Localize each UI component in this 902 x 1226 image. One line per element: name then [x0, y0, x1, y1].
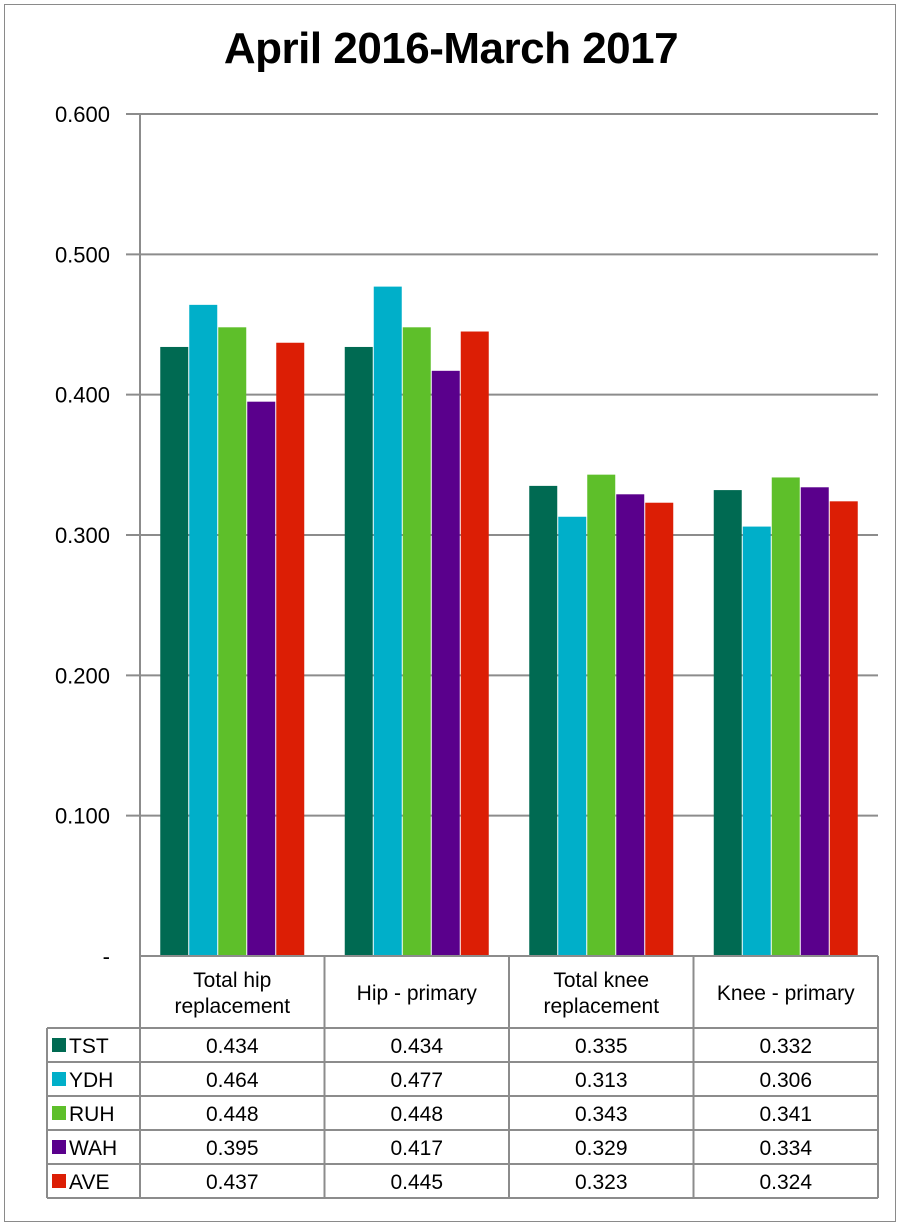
- data-table-value: 0.343: [575, 1103, 628, 1126]
- y-tick-label: 0.400: [55, 383, 110, 408]
- legend-key-wah: [52, 1140, 66, 1154]
- category-label: replacement: [174, 995, 290, 1018]
- y-tick-label: -: [103, 944, 110, 969]
- bar-wah: [431, 370, 460, 956]
- y-tick-label: 0.200: [55, 663, 110, 688]
- legend-label: RUH: [69, 1103, 115, 1126]
- data-table-value: 0.395: [206, 1137, 259, 1160]
- y-tick-label: 0.100: [55, 804, 110, 829]
- legend-label: YDH: [69, 1069, 113, 1092]
- data-table-value: 0.448: [206, 1103, 259, 1126]
- bar-wah: [247, 401, 276, 956]
- legend-label: AVE: [69, 1171, 109, 1194]
- data-table-value: 0.448: [390, 1103, 443, 1126]
- legend-key-tst: [52, 1038, 66, 1052]
- category-label: Hip - primary: [357, 982, 478, 1005]
- bar-ruh: [402, 327, 431, 957]
- y-tick-label: 0.300: [55, 523, 110, 548]
- category-label: Total hip: [193, 969, 271, 992]
- y-tick-label: 0.500: [55, 242, 110, 267]
- bar-ave: [460, 331, 489, 956]
- bar-tst: [160, 346, 189, 956]
- chart-title: April 2016-March 2017: [223, 24, 679, 73]
- data-table-value: 0.334: [759, 1137, 812, 1160]
- data-table-value: 0.313: [575, 1069, 628, 1092]
- bar-ydh: [189, 304, 218, 956]
- bar-ave: [829, 501, 858, 956]
- category-label: Total knee: [553, 969, 649, 992]
- category-label: replacement: [543, 995, 659, 1018]
- bar-tst: [713, 490, 742, 956]
- data-table-value: 0.445: [390, 1171, 443, 1194]
- data-table-value: 0.329: [575, 1137, 628, 1160]
- bar-ave: [276, 342, 305, 956]
- legend-label: WAH: [69, 1137, 117, 1160]
- bar-wah: [800, 487, 829, 956]
- data-table-value: 0.477: [390, 1069, 443, 1092]
- bar-ydh: [742, 526, 771, 956]
- data-table-value: 0.332: [759, 1035, 812, 1058]
- data-table-value: 0.437: [206, 1171, 259, 1194]
- data-table-value: 0.434: [206, 1035, 259, 1058]
- legend-key-ave: [52, 1174, 66, 1188]
- legend-key-ruh: [52, 1106, 66, 1120]
- data-table-value: 0.324: [759, 1171, 812, 1194]
- category-label: Knee - primary: [717, 982, 855, 1005]
- bar-ydh: [373, 286, 402, 956]
- y-tick-label: 0.600: [55, 102, 110, 127]
- chart-frame: [4, 4, 896, 1222]
- data-table-value: 0.323: [575, 1171, 628, 1194]
- legend-key-ydh: [52, 1072, 66, 1086]
- bar-ave: [645, 502, 674, 956]
- data-table-value: 0.335: [575, 1035, 628, 1058]
- bar-ruh: [587, 474, 616, 956]
- bar-ruh: [771, 477, 800, 956]
- data-table-value: 0.434: [390, 1035, 443, 1058]
- data-table-value: 0.417: [390, 1137, 443, 1160]
- legend-label: TST: [69, 1035, 109, 1058]
- data-table-value: 0.306: [759, 1069, 812, 1092]
- bar-tst: [344, 346, 373, 956]
- data-table-value: 0.464: [206, 1069, 259, 1092]
- bar-ydh: [558, 516, 587, 956]
- bar-wah: [616, 494, 645, 956]
- bar-tst: [529, 485, 558, 956]
- bar-ruh: [218, 327, 247, 957]
- data-table-value: 0.341: [759, 1103, 812, 1126]
